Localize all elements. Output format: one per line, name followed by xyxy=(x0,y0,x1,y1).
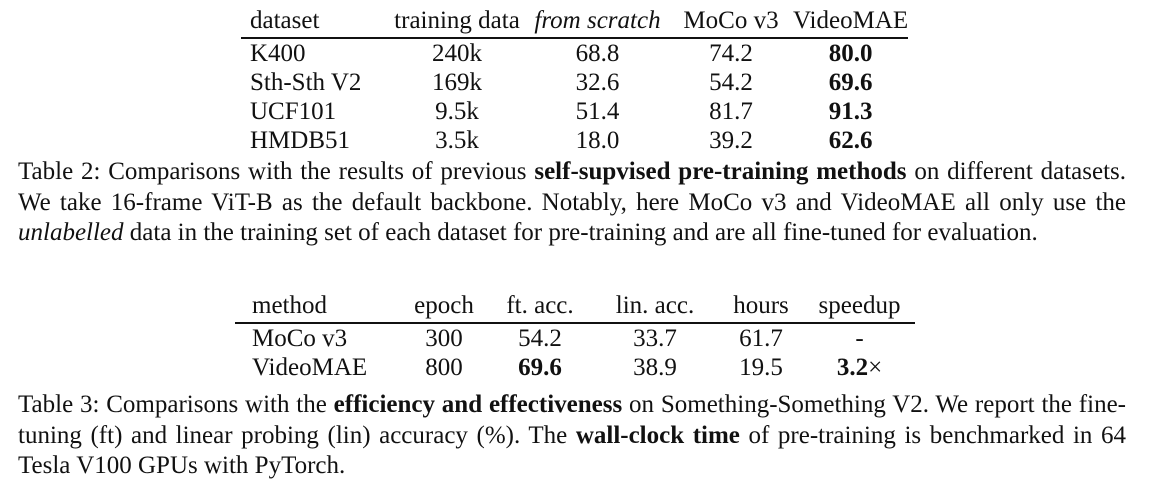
caption-text: Table 2: Comparisons with the results of… xyxy=(18,158,535,185)
cell-speedup: 3.2× xyxy=(804,353,915,382)
table-3-caption: Table 3: Comparisons with the efficiency… xyxy=(18,390,1126,482)
cell-epoch: 800 xyxy=(425,354,463,381)
table-2-caption: Table 2: Comparisons with the results of… xyxy=(18,157,1126,249)
caption-emphasis: wall-clock time xyxy=(575,421,740,449)
cell-dataset: Sth-Sth V2 xyxy=(250,69,362,96)
cell-epoch: 300 xyxy=(425,325,463,352)
cell-moco-v3: 39.2 xyxy=(709,127,753,154)
col-header-from-scratch: from scratch xyxy=(534,7,661,34)
col-header-dataset: dataset xyxy=(250,7,320,34)
cell-videomae: 80.0 xyxy=(828,40,873,67)
col-header-videomae: VideoMAE xyxy=(793,7,909,34)
table-header-row: dataset training data from scratch MoCo … xyxy=(241,6,909,38)
speedup-value: 3.2 xyxy=(836,354,869,381)
cell-from-scratch: 68.8 xyxy=(575,40,620,67)
cell-videomae: 91.3 xyxy=(828,98,873,125)
cell-moco-v3: 81.7 xyxy=(709,98,753,125)
col-header-ft-acc: ft. acc. xyxy=(506,292,574,319)
cell-lin-acc: 33.7 xyxy=(633,325,677,352)
cell-lin-acc: 38.9 xyxy=(633,354,677,381)
caption-text: data in the training set of each dataset… xyxy=(123,219,1038,246)
cell-from-scratch: 18.0 xyxy=(575,127,620,154)
table-row: K400 240k 68.8 74.2 80.0 xyxy=(241,38,908,68)
cell-method: VideoMAE xyxy=(252,354,368,381)
col-header-hours: hours xyxy=(733,292,789,319)
cell-speedup: - xyxy=(855,325,864,352)
cell-hours: 19.5 xyxy=(739,354,783,381)
caption-text: Table 3: Comparisons with the xyxy=(18,391,334,418)
cell-videomae: 62.6 xyxy=(828,127,873,154)
table-2: dataset training data from scratch MoCo … xyxy=(241,6,909,155)
cell-ft-acc: 54.2 xyxy=(518,325,562,352)
cell-dataset: HMDB51 xyxy=(250,127,351,154)
speedup-unit: × xyxy=(868,354,883,381)
col-header-epoch: epoch xyxy=(414,292,474,319)
table-header-row: method epoch ft. acc. lin. acc. hours sp… xyxy=(235,291,915,323)
cell-moco-v3: 74.2 xyxy=(709,40,753,67)
caption-text: of pre-training is benchmarked in 64 Tes… xyxy=(18,421,1126,480)
cell-videomae: 69.6 xyxy=(828,69,873,96)
col-header-speedup: speedup xyxy=(818,292,901,319)
cell-ft-acc: 69.6 xyxy=(518,354,562,381)
col-header-method: method xyxy=(252,292,327,319)
cell-dataset: K400 xyxy=(250,40,306,67)
cell-training-data: 3.5k xyxy=(435,127,479,154)
cell-training-data: 240k xyxy=(432,40,482,67)
cell-method: MoCo v3 xyxy=(252,325,348,352)
caption-text: on different datasets. We take 16-frame … xyxy=(18,158,1126,216)
caption-emphasis: efficiency and effectiveness xyxy=(333,391,623,418)
table-row: UCF101 9.5k 51.4 81.7 91.3 xyxy=(241,97,908,126)
cell-training-data: 9.5k xyxy=(435,98,479,125)
table-row: MoCo v3 300 54.2 33.7 61.7 - xyxy=(235,323,915,353)
cell-hours: 61.7 xyxy=(739,325,783,352)
caption-emphasis: self-supvised pre-training methods xyxy=(534,158,907,185)
cell-moco-v3: 54.2 xyxy=(709,69,753,96)
table-row: VideoMAE 800 69.6 38.9 19.5 3.2× xyxy=(235,353,915,382)
cell-dataset: UCF101 xyxy=(250,98,337,125)
col-header-moco-v3: MoCo v3 xyxy=(683,7,779,34)
caption-italic: unlabelled xyxy=(18,219,124,246)
col-header-lin-acc: lin. acc. xyxy=(615,292,695,319)
caption-text: on Something-Something V2. We report the… xyxy=(18,391,1126,449)
cell-from-scratch: 51.4 xyxy=(575,98,620,125)
cell-from-scratch: 32.6 xyxy=(575,69,620,96)
cell-training-data: 169k xyxy=(432,69,482,96)
table-3: method epoch ft. acc. lin. acc. hours sp… xyxy=(235,291,915,382)
col-header-training-data: training data xyxy=(394,7,520,34)
table-row: Sth-Sth V2 169k 32.6 54.2 69.6 xyxy=(241,68,908,97)
table-row: HMDB51 3.5k 18.0 39.2 62.6 xyxy=(241,126,908,155)
